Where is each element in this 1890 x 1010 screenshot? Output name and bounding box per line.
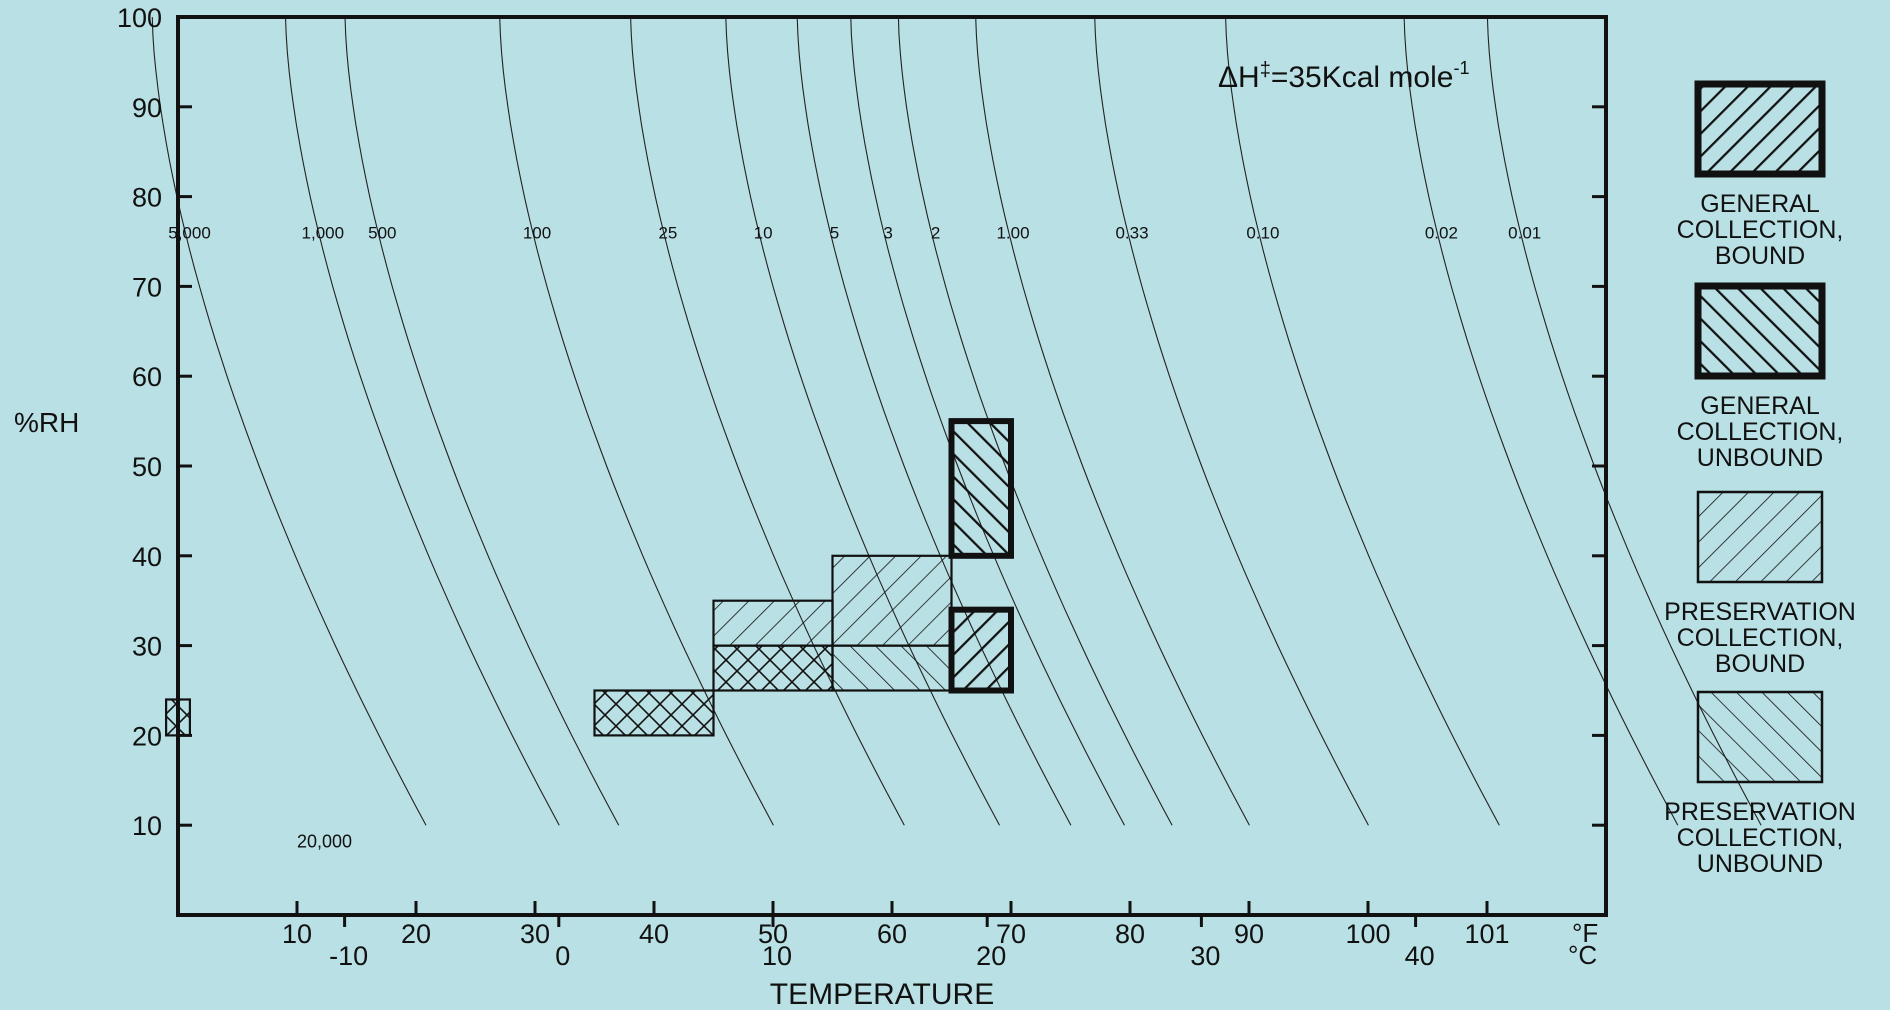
x-tick-label-f-20: 20 — [401, 919, 431, 949]
x-tick-label-c-20: 20 — [976, 941, 1006, 971]
region-7 — [948, 418, 1014, 559]
y-tick-label-40: 40 — [132, 542, 162, 572]
region-2 — [712, 644, 834, 692]
isopleth-curve-6 — [796, 16, 1072, 826]
y-tick-label-50: 50 — [132, 452, 162, 482]
region-4 — [831, 554, 953, 647]
isopleth-label-7: 3 — [883, 224, 892, 243]
x-unit-c: °C — [1568, 940, 1597, 970]
storage-regions — [165, 418, 1014, 737]
isopleth-label-6: 5 — [830, 224, 839, 243]
x-tick-label-c--10: -10 — [329, 941, 368, 971]
y-axis-label: %RH — [14, 407, 79, 438]
x-tick-label-f-10: 10 — [282, 919, 312, 949]
legend-swatch-2 — [1696, 490, 1824, 584]
legend-text-0-2: BOUND — [1715, 242, 1805, 270]
isopleth-label-9: 1.00 — [996, 224, 1029, 243]
legend-swatch-1 — [1694, 282, 1826, 380]
legend-text-1-1: COLLECTION, — [1677, 418, 1844, 446]
enthalpy-annotation: ΔH‡=35Kcal mole-1 — [1218, 58, 1469, 94]
legend-text-1-0: GENERAL — [1700, 392, 1820, 420]
isopleth-curve-2 — [344, 16, 620, 826]
isopleth-curve-9 — [975, 16, 1250, 826]
x-tick-label-c-40: 40 — [1405, 941, 1435, 971]
x-axis-label: TEMPERATURE — [770, 978, 994, 1010]
x-tick-label-f-70: 70 — [996, 919, 1026, 949]
region-5 — [831, 644, 953, 692]
isopleth-label-8: 2 — [931, 224, 940, 243]
isopleth-label-1: 1,000 — [302, 224, 345, 243]
enthalpy-value: =35Kcal mole — [1271, 61, 1454, 94]
legend-swatch-0 — [1694, 80, 1826, 178]
isopleth-label-11: 0.10 — [1246, 224, 1279, 243]
legend-text-3-0: PRESERVATION — [1664, 798, 1856, 826]
legend-text-3-1: COLLECTION, — [1677, 824, 1844, 852]
y-axis: 10 20 30 40 50 60 70 80 90 100 — [117, 3, 1606, 841]
y-tick-label-100: 100 — [117, 3, 162, 33]
x-unit-f: °F — [1572, 918, 1598, 948]
isopleth-curve-11 — [1225, 16, 1500, 826]
region-1 — [593, 689, 715, 737]
isopleth-curve-7 — [850, 16, 1125, 826]
legend: GENERALCOLLECTION,BOUNDGENERALCOLLECTION… — [1664, 80, 1856, 878]
isopleth-labels: 5,000 1,000 500 100 25 10 5 3 2 1.00 0.33 0.10 0.02 0… — [168, 224, 1541, 243]
y-tick-label-90: 90 — [132, 93, 162, 123]
legend-text-2-2: BOUND — [1715, 650, 1805, 678]
isopleth-label-0: 5,000 — [168, 224, 211, 243]
legend-text-0-1: COLLECTION, — [1677, 216, 1844, 244]
x-tick-label-f-80: 80 — [1115, 919, 1145, 949]
y-tick-label-60: 60 — [132, 362, 162, 392]
isopleth-label-4: 25 — [658, 224, 677, 243]
isopleth-curves — [151, 16, 1762, 826]
isopleth-curve-10 — [1094, 16, 1369, 826]
isopleth-curve-12 — [1403, 16, 1679, 826]
x-tick-label-f-90: 90 — [1234, 919, 1264, 949]
isopleth-label-2: 500 — [368, 224, 396, 243]
y-tick-label-80: 80 — [132, 183, 162, 213]
legend-text-1-2: UNBOUND — [1697, 444, 1823, 472]
y-tick-label-70: 70 — [132, 272, 162, 302]
enthalpy-superscript: ‡ — [1260, 59, 1271, 81]
region-3 — [712, 599, 834, 647]
isopleth-curve-13 — [1486, 16, 1762, 826]
x-tick-label-f-60: 60 — [877, 919, 907, 949]
x-axis: 10 20 30 40 50 60 70 80 90 100 101-10 0 10 20 30 40 — [282, 901, 1510, 971]
legend-text-3-2: UNBOUND — [1697, 850, 1823, 878]
isopleth-label-3: 100 — [523, 224, 551, 243]
isopleth-curve-8 — [897, 16, 1173, 826]
x-tick-label-c-10: 10 — [762, 941, 792, 971]
x-tick-label-f-40: 40 — [639, 919, 669, 949]
y-tick-label-30: 30 — [132, 632, 162, 662]
legend-text-2-1: COLLECTION, — [1677, 624, 1844, 652]
x-tick-label-c-0: 0 — [555, 941, 570, 971]
x-tick-label-c-30: 30 — [1190, 941, 1220, 971]
region-6 — [948, 606, 1014, 694]
x-tick-label-f-100: 100 — [1345, 919, 1390, 949]
isopleth-label-12: 0.02 — [1425, 224, 1458, 243]
isopleth-label-13: 0.01 — [1508, 224, 1541, 243]
x-tick-label-f-30: 30 — [520, 919, 550, 949]
y-tick-label-10: 10 — [132, 811, 162, 841]
legend-text-0-0: GENERAL — [1700, 190, 1820, 218]
legend-text-2-0: PRESERVATION — [1664, 598, 1856, 626]
enthalpy-delta: ΔH — [1218, 61, 1260, 94]
x-tick-label-f-110: 101 — [1464, 919, 1509, 949]
isopleth-label-10: 0.33 — [1115, 224, 1148, 243]
legend-swatch-3 — [1696, 690, 1824, 784]
isopleth-label-20000: 20,000 — [297, 832, 352, 852]
y-tick-label-20: 20 — [132, 721, 162, 751]
enthalpy-exponent: -1 — [1453, 58, 1469, 78]
isopleth-curve-0 — [151, 16, 427, 826]
isopleth-curve-1 — [284, 16, 560, 826]
isopleth-label-5: 10 — [754, 224, 773, 243]
